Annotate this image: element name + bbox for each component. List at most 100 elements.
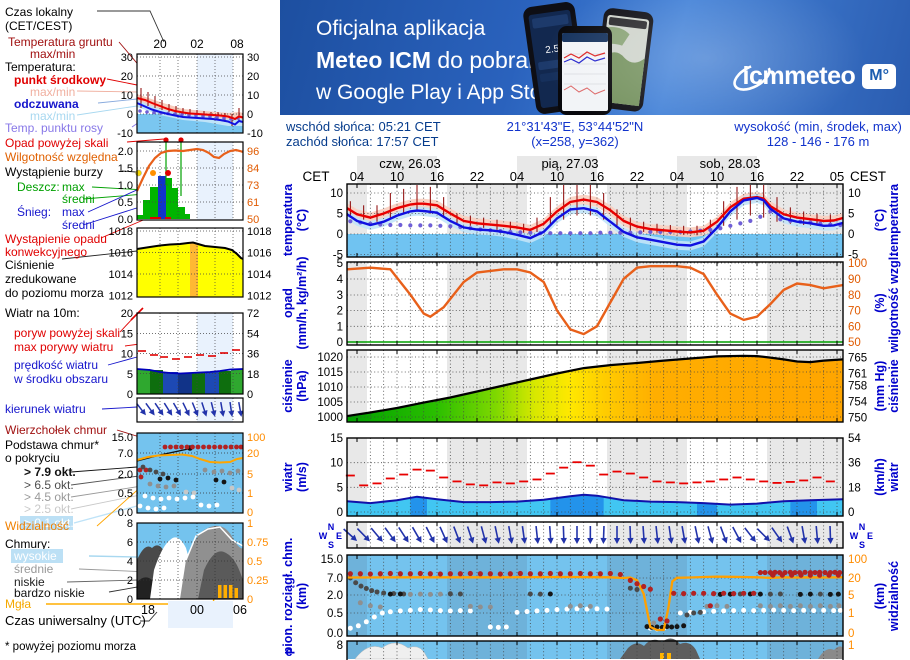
svg-text:2.0: 2.0 (118, 469, 133, 481)
legend-wysokie-chip (11, 549, 63, 563)
svg-text:1015: 1015 (317, 367, 343, 379)
logo-swoosh-icon (732, 63, 771, 91)
svg-text:1018: 1018 (247, 226, 271, 238)
svg-text:sob, 28.03: sob, 28.03 (700, 156, 761, 171)
compass-n: N (328, 522, 335, 532)
svg-text:0.5: 0.5 (118, 488, 133, 500)
svg-text:7.0: 7.0 (118, 448, 133, 460)
svg-text:5: 5 (247, 469, 253, 481)
svg-text:1: 1 (337, 321, 343, 333)
legend-chmury: Chmury: (5, 537, 50, 551)
legend-okt79: > 7.9 okt. (24, 465, 76, 479)
svg-text:1012: 1012 (109, 291, 133, 303)
compass-w-right: W (850, 531, 859, 541)
legend-od-maxmin: max/min (30, 109, 75, 123)
svg-text:0.0: 0.0 (118, 214, 133, 226)
svg-text:0: 0 (848, 507, 854, 519)
axis-r-vis: widzialność (887, 561, 901, 632)
svg-text:0: 0 (848, 229, 854, 241)
svg-text:1005: 1005 (317, 397, 343, 409)
app-promo-banner[interactable]: Oficjalna aplikacja Meteo ICM do pobrani… (280, 0, 910, 115)
axis-r-hum-unit: (%) (873, 293, 887, 312)
svg-text:0: 0 (337, 229, 343, 241)
axis-cisnienie: ciśnienie (281, 359, 295, 413)
svg-text:6: 6 (127, 537, 133, 549)
svg-text:758: 758 (848, 380, 867, 392)
legend-niskie: niskie (14, 575, 45, 589)
svg-text:0: 0 (127, 594, 133, 606)
svg-text:72: 72 (247, 308, 259, 320)
svg-text:18: 18 (247, 369, 259, 381)
svg-text:61: 61 (247, 197, 259, 209)
svg-text:0: 0 (127, 389, 133, 401)
compass-icon: N W E S N W E S (319, 522, 873, 550)
legend-minichart-wind-direction (136, 397, 244, 423)
legend-snieg-sredni: średni (62, 218, 95, 232)
svg-text:2: 2 (127, 575, 133, 587)
legend-cisnienie-2: zredukowane (5, 272, 77, 286)
svg-text:2: 2 (337, 306, 343, 318)
legend-cisnienie-1: Ciśnienie (5, 258, 55, 272)
legend-punkt-rosy: Temp. punktu rosy (5, 121, 103, 135)
svg-text:10: 10 (330, 458, 343, 470)
svg-text:05: 05 (830, 169, 844, 184)
legend-labels: Czas lokalny (CET/CEST) Temperatura grun… (5, 5, 146, 653)
svg-text:1016: 1016 (109, 248, 133, 260)
svg-text:1010: 1010 (317, 382, 343, 394)
axis-chmury-unit: (km) (295, 583, 309, 609)
legend-mgla: Mgła (5, 597, 31, 611)
svg-text:-5: -5 (333, 250, 343, 262)
legend-okt25: > 2.5 okt. (24, 502, 74, 516)
axis-partial-letter: e (286, 645, 293, 659)
legend-minichart-wind (130, 307, 244, 395)
legend-deszcz-sredni: średni (62, 192, 95, 206)
compass-w: W (319, 531, 328, 541)
legend-odczuwana: odczuwana (14, 97, 79, 111)
axis-opad: opad (281, 288, 295, 318)
svg-text:08: 08 (230, 37, 244, 51)
svg-text:60: 60 (848, 321, 861, 333)
svg-text:4: 4 (127, 556, 133, 568)
svg-text:10: 10 (848, 188, 861, 200)
legend-poryw-skali: poryw powyżej skali (14, 326, 120, 340)
legend-wiatr10: Wiatr na 10m: (5, 306, 80, 320)
svg-text:1: 1 (247, 488, 253, 500)
svg-text:czw, 26.03: czw, 26.03 (379, 156, 440, 171)
sunrise-info: wschód słońca: 05:21 CET (285, 119, 441, 134)
svg-text:20: 20 (247, 448, 259, 460)
svg-text:1018: 1018 (109, 226, 133, 238)
axis-wiatr: wiatr (281, 462, 295, 492)
svg-text:1: 1 (848, 640, 854, 652)
svg-text:20: 20 (121, 308, 133, 320)
legend-konwekcyjny-2: konwekcyjnego (5, 245, 87, 259)
svg-text:0: 0 (247, 389, 253, 401)
svg-text:CET: CET (303, 169, 330, 184)
altitude-values: 128 - 146 - 176 m (767, 134, 870, 149)
svg-text:765: 765 (848, 352, 867, 364)
svg-text:8: 8 (127, 518, 133, 530)
svg-text:22: 22 (790, 169, 804, 184)
legend-okt01: > 0.1 okt. (24, 516, 74, 530)
compass-e-right: E (867, 531, 873, 541)
svg-text:0.5: 0.5 (247, 556, 262, 568)
svg-text:0: 0 (247, 109, 253, 121)
svg-text:10: 10 (710, 169, 724, 184)
svg-text:761: 761 (848, 368, 867, 380)
svg-text:pią, 27.03: pią, 27.03 (541, 156, 598, 171)
compass-s: S (328, 540, 334, 550)
legend-okt01-chip (20, 516, 73, 530)
svg-text:1014: 1014 (247, 269, 271, 281)
legend-podstawa-1: Podstawa chmur* (5, 438, 99, 452)
svg-text:100: 100 (848, 554, 867, 566)
svg-text:20: 20 (247, 71, 259, 83)
legend-temp-gruntu: Temperatura gruntu (8, 35, 113, 49)
svg-text:10: 10 (390, 169, 404, 184)
svg-text:22: 22 (470, 169, 484, 184)
compass-e: E (336, 531, 342, 541)
compass-s-right: S (859, 540, 865, 550)
svg-text:100: 100 (848, 258, 867, 270)
legend-wysokie: wysokie (13, 549, 57, 563)
legend-podstawa-2: o pokryciu (5, 451, 60, 465)
svg-text:5: 5 (337, 209, 343, 221)
svg-text:16: 16 (750, 169, 764, 184)
